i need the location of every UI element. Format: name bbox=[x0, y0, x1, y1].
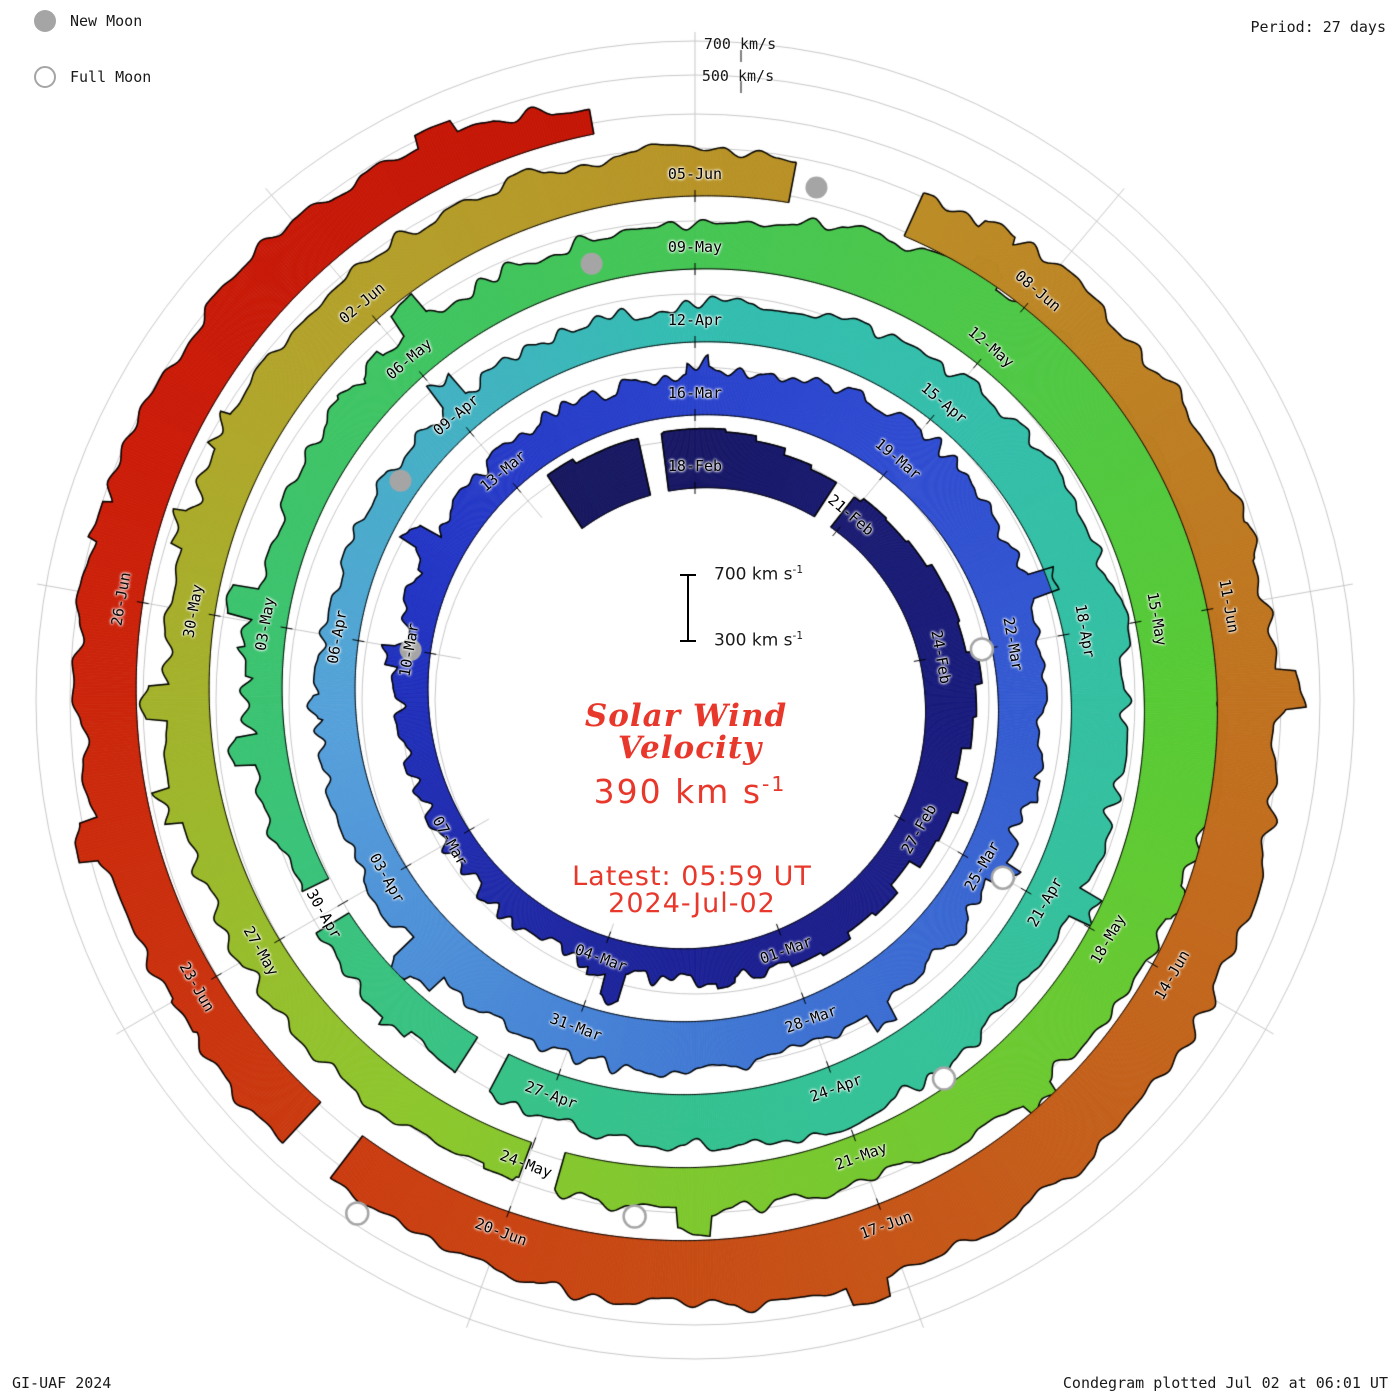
scalebar-top-text: 700 km s bbox=[714, 564, 793, 585]
legend-new-moon: New Moon bbox=[34, 10, 142, 32]
legend-full-moon: Full Moon bbox=[34, 66, 151, 88]
ring-date-label: 05-Jun bbox=[667, 165, 723, 183]
chart-title-line2: Velocity bbox=[617, 730, 763, 766]
ring-date-label: 18-Feb bbox=[667, 457, 723, 475]
outer-scale-700-label: 700 km/s bbox=[703, 35, 777, 53]
latest-time-label: Latest: 05:59 UT bbox=[572, 861, 812, 892]
plotted-label: Condegram plotted Jul 02 at 06:01 UT bbox=[1062, 1374, 1388, 1392]
latest-velocity-value: 390 km s-1 bbox=[594, 772, 787, 811]
scalebar-bottom-label: 300 km s-1 bbox=[714, 630, 803, 651]
credit-label: GI-UAF 2024 bbox=[12, 1374, 112, 1392]
new-moon-icon bbox=[34, 10, 56, 32]
latest-velocity-sup: -1 bbox=[762, 772, 787, 796]
ring-date-label: 09-May bbox=[667, 238, 723, 256]
outer-scale-500-label: 500 km/s bbox=[701, 67, 775, 85]
full-moon-icon bbox=[34, 66, 56, 88]
scalebar-bottom-text: 300 km s bbox=[714, 630, 793, 651]
ring-date-label: 12-Apr bbox=[667, 311, 723, 329]
velocity-scalebar bbox=[680, 574, 696, 642]
scalebar-top-sup: -1 bbox=[792, 564, 804, 576]
chart-title-line1: Solar Wind bbox=[584, 698, 788, 734]
scalebar-bottom-sup: -1 bbox=[792, 630, 804, 642]
legend-new-moon-label: New Moon bbox=[70, 12, 143, 30]
ring-date-label: 16-Mar bbox=[667, 384, 723, 402]
legend-full-moon-label: Full Moon bbox=[70, 68, 152, 86]
latest-date-label: 2024-Jul-02 bbox=[608, 888, 776, 919]
scalebar-top-label: 700 km s-1 bbox=[714, 564, 803, 585]
period-label: Period: 27 days bbox=[1250, 18, 1386, 36]
latest-velocity-text: 390 km s bbox=[593, 772, 763, 811]
